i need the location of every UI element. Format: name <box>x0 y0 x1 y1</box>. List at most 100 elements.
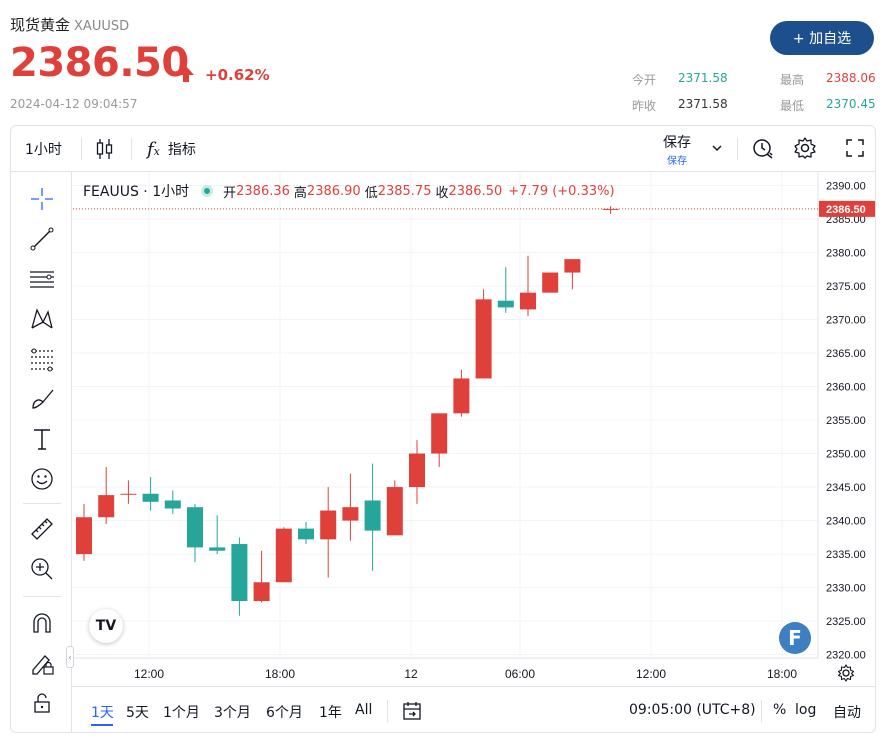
broker-badge[interactable]: F <box>779 622 811 654</box>
y-tick-label: 2320.00 <box>826 650 866 662</box>
x-tick-label: 06:00 <box>505 667 535 681</box>
candle-body <box>98 495 115 518</box>
indicators-label: 指标 <box>167 142 196 158</box>
y-tick-label: 2385.00 <box>826 214 866 226</box>
gear-icon[interactable] <box>793 136 817 160</box>
candle-body <box>231 544 248 602</box>
range-6m[interactable]: 6个月 <box>266 705 303 721</box>
legend-symbol: FEAUUS · 1小时 <box>83 184 190 200</box>
candle-body <box>253 582 270 602</box>
zoom-in-icon[interactable] <box>27 554 57 584</box>
last-price-tag <box>819 200 875 217</box>
legend-change: +7.79 (+0.33%) <box>508 183 615 199</box>
log-toggle[interactable]: log <box>795 702 817 718</box>
instrument-symbol: XAUUSD <box>74 19 130 34</box>
legend-open-label: 开 <box>223 185 237 201</box>
chevron-down-icon[interactable] <box>711 142 723 154</box>
legend-low-label: 低 <box>364 185 378 201</box>
save-label: 保存 <box>663 135 691 151</box>
text-icon[interactable] <box>27 424 57 454</box>
candle-body <box>364 500 381 531</box>
active-range-indicator <box>91 724 113 726</box>
range-1y[interactable]: 1年 <box>319 705 342 721</box>
current-price: 2386.50 <box>10 40 189 86</box>
change-percent: +0.62% <box>205 66 270 84</box>
legend-close: 2386.50 <box>448 183 503 199</box>
candle-body <box>386 487 403 536</box>
tradingview-logo[interactable]: TV <box>89 609 123 643</box>
y-tick-label: 2330.00 <box>826 583 866 595</box>
candle-body <box>298 528 314 540</box>
save-sublabel: 保存 <box>667 156 687 167</box>
brush-icon[interactable] <box>27 384 57 414</box>
ruler-icon[interactable] <box>27 514 57 544</box>
chart-legend: FEAUUS · 1小时 开 2386.36 高 2386.90 低 2385.75 … <box>83 181 615 201</box>
x-tick-label: 12:00 <box>134 667 164 681</box>
candle-body <box>209 547 226 551</box>
y-tick-label: 2390.00 <box>826 180 866 192</box>
candle-body <box>564 259 581 273</box>
range-5d[interactable]: 5天 <box>126 705 149 721</box>
range-all[interactable]: All <box>355 702 373 718</box>
axis-settings-icon[interactable] <box>837 664 855 682</box>
y-tick-label: 2365.00 <box>826 348 866 360</box>
candlestick-icon[interactable] <box>95 137 115 161</box>
candle-body <box>497 300 514 308</box>
collapse-toolbar-button[interactable]: ‹ <box>66 646 74 668</box>
fullscreen-icon[interactable] <box>845 138 865 158</box>
y-tick-label: 2345.00 <box>826 482 866 494</box>
candle-body <box>187 507 203 548</box>
market-status-dot <box>201 185 214 197</box>
open-value: 2371.58 <box>678 71 728 85</box>
y-tick-label: 2350.00 <box>826 449 866 461</box>
indicators-button[interactable]: fx 指标 <box>147 138 196 160</box>
y-tick-label: 2340.00 <box>826 516 866 528</box>
y-tick-label: 2370.00 <box>826 314 866 326</box>
legend-high: 2386.90 <box>306 183 361 199</box>
save-button[interactable]: 保存 保存 <box>657 132 697 167</box>
candle-body <box>164 500 181 509</box>
candle-body <box>409 453 425 488</box>
last-price-label: 2386.50 <box>826 204 866 216</box>
candle-body <box>431 413 448 454</box>
x-tick-label: 18:00 <box>265 667 295 681</box>
goto-date-icon[interactable] <box>401 700 423 722</box>
range-3m[interactable]: 3个月 <box>214 705 251 721</box>
auto-toggle[interactable]: 自动 <box>833 705 861 721</box>
add-watchlist-button[interactable]: + 加自选 <box>770 21 874 55</box>
range-1m[interactable]: 1个月 <box>163 705 200 721</box>
candle-body <box>520 292 536 310</box>
x-tick-label: 12 <box>404 667 418 681</box>
lock-icon[interactable] <box>27 688 57 718</box>
pattern-icon[interactable] <box>27 304 57 334</box>
y-tick-label: 2380.00 <box>826 247 866 259</box>
magnet-icon[interactable] <box>27 608 57 638</box>
candle-body <box>320 510 337 540</box>
x-tick-label: 18:00 <box>767 667 797 681</box>
emoji-icon[interactable] <box>27 464 57 494</box>
lock-pencil-icon[interactable] <box>27 648 57 678</box>
fib-icon[interactable] <box>27 344 57 374</box>
legend-open: 2386.36 <box>236 183 290 199</box>
low-label: 最低 <box>780 99 805 113</box>
clock-time[interactable]: 09:05:00 (UTC+8) <box>629 702 756 718</box>
x-tick-label: 12:00 <box>636 667 666 681</box>
horizontal-lines-icon[interactable] <box>27 264 57 294</box>
y-tick-label: 2335.00 <box>826 549 866 561</box>
candle-body <box>342 507 359 521</box>
low-value: 2370.45 <box>826 97 876 111</box>
prev-close-value: 2371.58 <box>678 97 728 111</box>
candle-body <box>453 378 470 414</box>
alert-icon[interactable] <box>751 136 775 160</box>
price-chart[interactable]: 2390.00 2385.00 2380.00 2375.00 2370.00 2365.… <box>73 172 876 702</box>
interval-button[interactable]: 1小时 <box>25 142 62 158</box>
range-1d[interactable]: 1天 <box>91 705 114 721</box>
instrument-name: 现货黄金 XAUUSD <box>10 16 130 34</box>
prev-close-label: 昨收 <box>632 99 657 113</box>
trendline-icon[interactable] <box>27 224 57 254</box>
high-label: 最高 <box>780 73 805 87</box>
percent-toggle[interactable]: % <box>773 702 787 718</box>
crosshair-icon[interactable] <box>27 184 57 214</box>
y-tick-label: 2360.00 <box>826 382 866 394</box>
candle-body <box>542 272 559 293</box>
